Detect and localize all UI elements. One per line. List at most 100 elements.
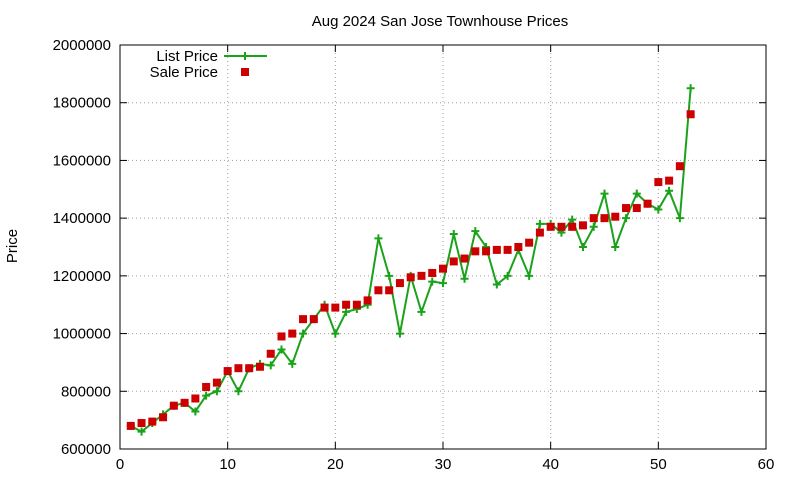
x-tick-label: 0 <box>116 456 124 473</box>
sale-price-point <box>169 401 178 410</box>
sale-price-point <box>266 349 275 358</box>
y-tick-label: 800000 <box>61 383 111 400</box>
sale-price-point <box>180 398 189 407</box>
sale-price-point <box>277 332 286 341</box>
list-price-point <box>589 222 598 231</box>
legend-label: List Price <box>156 48 218 65</box>
y-tick-label: 1600000 <box>53 152 111 169</box>
sale-price-point <box>686 110 695 119</box>
sale-price-point <box>665 176 674 185</box>
sale-price-point <box>137 419 146 428</box>
legend-label: Sale Price <box>150 64 218 81</box>
list-price-point <box>686 84 695 93</box>
sale-price-point <box>471 247 480 256</box>
x-tick-label: 20 <box>327 456 344 473</box>
list-price-point <box>374 234 383 243</box>
grid-lines <box>120 45 766 449</box>
sale-price-point <box>191 394 200 403</box>
sale-price-point <box>126 421 135 430</box>
sale-price-point <box>622 204 631 213</box>
sale-price-point <box>255 362 264 371</box>
list-price-point <box>471 227 480 236</box>
list-price-point <box>202 391 211 400</box>
y-tick-label: 1000000 <box>53 326 111 343</box>
y-tick-label: 2000000 <box>53 37 111 54</box>
sale-price-point <box>482 247 491 256</box>
x-tick-label: 40 <box>542 456 559 473</box>
list-price-point <box>632 189 641 198</box>
list-price-point <box>417 307 426 316</box>
sale-price-point <box>309 315 318 324</box>
list-price-point <box>191 407 200 416</box>
sale-price-point <box>202 382 211 391</box>
sale-price-point <box>212 378 221 387</box>
list-price-point <box>212 387 221 396</box>
sale-price-point <box>557 222 566 231</box>
sale-price-point <box>449 257 458 266</box>
x-tick-label: 50 <box>650 456 667 473</box>
sale-price-point <box>223 367 232 376</box>
list-price-point <box>568 215 577 224</box>
sale-price-point <box>600 214 609 223</box>
legend-marker <box>241 68 249 76</box>
y-tick-label: 1400000 <box>53 210 111 227</box>
x-tick-label: 60 <box>758 456 775 473</box>
list-price-point <box>266 361 275 370</box>
sale-price-point <box>643 199 652 208</box>
sale-price-point <box>632 204 641 213</box>
sale-price-point <box>159 413 168 422</box>
y-tick-label: 1800000 <box>53 95 111 112</box>
sale-price-point <box>234 364 243 373</box>
list-price-point <box>600 189 609 198</box>
sale-price-point <box>578 221 587 230</box>
sale-price-point <box>288 329 297 338</box>
sale-price-point <box>417 271 426 280</box>
axes: 0 10 20 30 40 50 60 600000 800000 1000000 1200000 1… <box>53 37 775 473</box>
sale-price-point <box>428 268 437 277</box>
list-price-point <box>578 243 587 251</box>
sale-price-point <box>654 178 663 187</box>
list-price-point <box>385 271 394 280</box>
sale-price-point <box>546 222 555 231</box>
sale-price-point <box>611 212 620 221</box>
sale-price-point <box>352 300 361 309</box>
y-tick-label: 600000 <box>61 441 111 458</box>
list-price-point <box>492 280 501 289</box>
list-price-point <box>277 345 286 354</box>
sale-price-point <box>342 300 351 309</box>
sale-price-point <box>320 303 329 312</box>
list-price-point <box>342 307 351 316</box>
sale-price-point <box>439 264 447 273</box>
list-price-point <box>460 274 469 283</box>
sale-price-point <box>363 296 372 305</box>
series-list-price <box>126 84 695 436</box>
x-tick-label: 30 <box>435 456 452 473</box>
list-price-point <box>288 359 297 368</box>
chart-title: Aug 2024 San Jose Townhouse Prices <box>312 13 569 30</box>
list-price-point <box>331 329 340 338</box>
y-axis-label: Price <box>4 229 21 263</box>
list-price-point <box>525 271 534 280</box>
sale-price-point <box>245 364 254 373</box>
list-price-point <box>428 277 437 286</box>
list-price-point <box>299 329 308 338</box>
list-price-point <box>439 279 447 288</box>
list-price-point <box>535 219 544 228</box>
sale-price-point <box>675 162 684 171</box>
sale-price-point <box>568 222 577 231</box>
list-price-point <box>503 271 512 280</box>
sale-price-point <box>148 417 157 426</box>
list-price-point <box>395 329 404 338</box>
sale-price-point <box>514 243 523 251</box>
list-price-point <box>611 243 620 251</box>
list-price-point <box>137 427 146 436</box>
sale-price-point <box>299 315 308 324</box>
sale-price-point <box>406 273 415 282</box>
sale-price-point <box>395 279 404 288</box>
sale-price-point <box>525 238 534 247</box>
list-price-point <box>665 186 674 195</box>
list-price-point <box>654 205 663 214</box>
